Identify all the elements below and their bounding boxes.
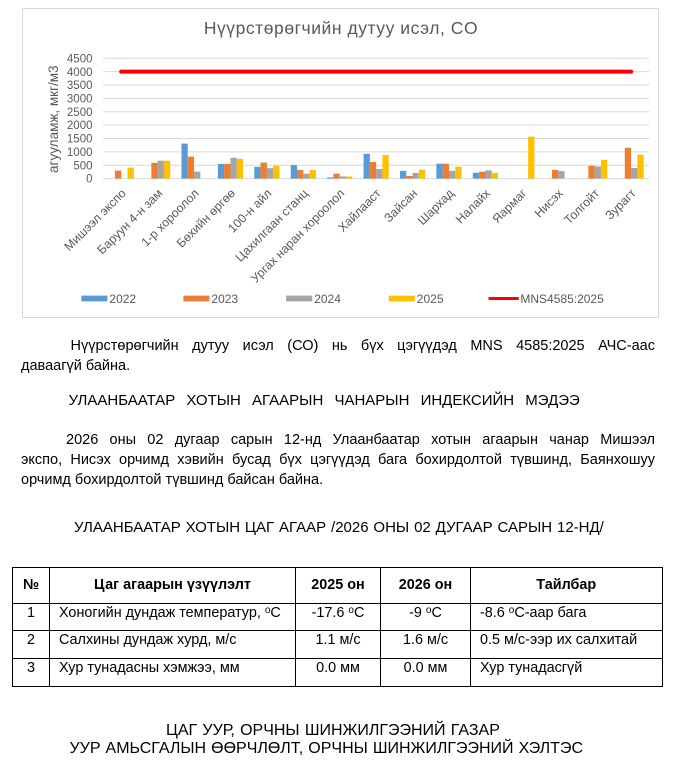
svg-text:4000: 4000: [66, 66, 92, 78]
svg-text:агууламж, мкг/м3: агууламж, мкг/м3: [46, 65, 61, 173]
svg-text:3500: 3500: [66, 80, 92, 92]
svg-text:Нүүрстөрөгчийн дутуу исэл, CO: Нүүрстөрөгчийн дутуу исэл, CO: [203, 18, 477, 38]
svg-text:1000: 1000: [66, 146, 92, 158]
svg-text:2500: 2500: [66, 106, 92, 118]
svg-text:2022: 2022: [109, 291, 136, 305]
svg-text:1500: 1500: [66, 133, 92, 145]
svg-text:0: 0: [86, 173, 92, 185]
svg-text:2000: 2000: [66, 120, 92, 132]
svg-text:3000: 3000: [66, 93, 92, 105]
svg-text:2025: 2025: [416, 291, 443, 305]
svg-text:MNS4585:2025: MNS4585:2025: [520, 291, 604, 305]
svg-text:2024: 2024: [314, 291, 341, 305]
svg-text:2023: 2023: [211, 291, 238, 305]
svg-text:4500: 4500: [66, 53, 92, 65]
svg-text:500: 500: [73, 160, 92, 172]
